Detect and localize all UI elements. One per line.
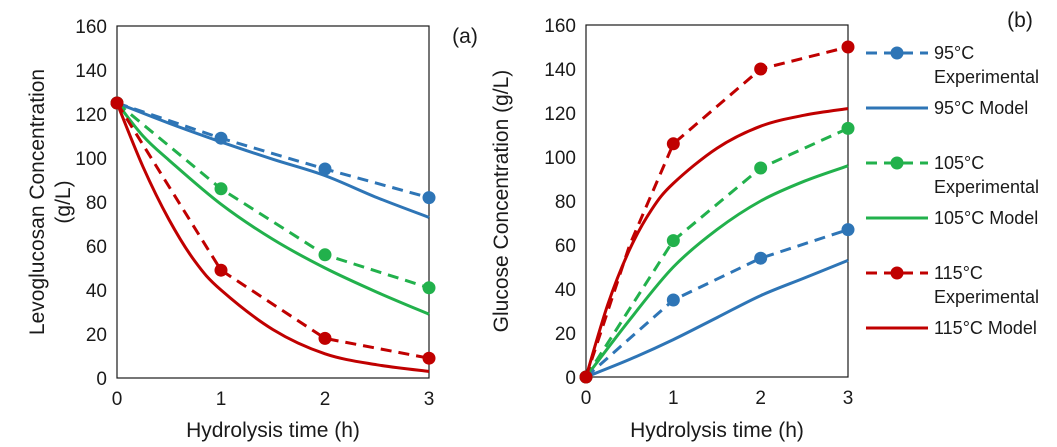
- panel-a-ytick-label: 0: [96, 369, 107, 390]
- panel-b-plot-frame: [585, 24, 849, 378]
- panel-b-series-95_model-line: [585, 259, 849, 379]
- panel-b-series-105_exp-point: [666, 234, 680, 248]
- panel-a-xtick-label: 3: [424, 389, 435, 410]
- panel-a-series-115_exp-point: [318, 331, 332, 345]
- panel-a-series-115_exp-point: [214, 263, 228, 277]
- panel-b-xtick-label: 0: [581, 388, 592, 409]
- panel-b-ytick-label: 140: [544, 60, 576, 81]
- panel-a-series-115_exp-line: [115, 102, 430, 360]
- panel-b-y-axis-label: Glucose Concentration (g/L): [490, 70, 513, 333]
- legend-marker-105_exp: [890, 156, 904, 170]
- legend-label: 115°C Model: [934, 318, 1037, 338]
- legend-label: Experimental: [934, 67, 1039, 87]
- panel-a-x-axis-label: Hydrolysis time (h): [186, 419, 360, 442]
- legend-marker-115_exp: [890, 266, 904, 280]
- panel-a-ytick-label: 60: [86, 237, 107, 258]
- panel-b-xtick-label: 3: [843, 388, 854, 409]
- panel-b-xtick-label: 1: [668, 388, 679, 409]
- panel-b-panel-label: (b): [1007, 9, 1033, 32]
- panel-b-series-95_exp-point: [841, 223, 855, 237]
- legend-label: 95°C Model: [934, 98, 1028, 118]
- panel-b-ytick-label: 20: [555, 324, 576, 345]
- panel-a-series-95_model-line: [116, 101, 430, 219]
- legend-marker-95_exp: [890, 46, 904, 60]
- panel-b-series-115_exp-point: [754, 62, 768, 76]
- panel-b-series-95_exp-line: [585, 228, 849, 379]
- panel-b-ytick-label: 100: [544, 148, 576, 169]
- panel-a-xtick-label: 1: [216, 389, 227, 410]
- panel-a-panel-label: (a): [452, 25, 478, 48]
- panel-a-xtick-label: 0: [112, 389, 123, 410]
- panel-b-series-105_model-line: [584, 164, 849, 378]
- panel-b-series-115_model-line: [584, 107, 849, 378]
- panel-a-series-95_exp-point: [214, 131, 228, 145]
- panel-a-ytick-label: 140: [75, 61, 107, 82]
- panel-a-series-105_exp-point: [214, 182, 228, 196]
- panel-b-series-95_exp-point: [666, 293, 680, 307]
- panel-b-chart: 0 20 40 60 80 100 120 140 160 0 1 2 3 Hydrolysis time…: [490, 9, 1033, 442]
- legend: 95°C Experimental 95°C Model 105°C Experimen…: [866, 43, 1039, 338]
- panel-b-ytick-label: 160: [544, 16, 576, 37]
- panel-a-series-105_exp-point: [422, 281, 436, 295]
- panel-b-series-95_exp-point: [754, 251, 768, 265]
- panel-b-xtick-label: 2: [755, 388, 766, 409]
- legend-label: 115°C: [934, 263, 983, 283]
- legend-label: 105°C: [934, 153, 984, 173]
- legend-label: 105°C Model: [934, 208, 1038, 228]
- panel-a-series-115_exp-point: [422, 351, 436, 365]
- panel-a-series-115_exp-point: [110, 96, 124, 110]
- panel-a-series-95_exp-line: [116, 101, 430, 200]
- panel-a-series-105_exp-line: [116, 101, 430, 290]
- panel-a-ytick-label: 20: [86, 325, 107, 346]
- panel-b-series-115_exp-point: [666, 137, 680, 151]
- panel-a-series-105_exp-point: [318, 248, 332, 262]
- panel-b-series-105_exp-point: [754, 161, 768, 175]
- panel-b-ytick-label: 0: [565, 368, 576, 389]
- panel-b-ytick-label: 120: [544, 104, 576, 125]
- panel-a-ytick-label: 80: [86, 193, 107, 214]
- panel-a-series-105_model-line: [115, 102, 430, 316]
- panel-a-series-95_exp-point: [318, 162, 332, 176]
- legend-label: Experimental: [934, 287, 1039, 307]
- panel-b-series-115_exp-line: [584, 45, 849, 378]
- panel-b-series-105_exp-point: [841, 121, 855, 135]
- panel-b-x-axis-label: Hydrolysis time (h): [630, 419, 804, 442]
- panel-a-y-axis-label: (g/L): [52, 180, 75, 223]
- panel-a-ytick-label: 160: [75, 17, 107, 38]
- panel-b-ytick-label: 80: [555, 192, 576, 213]
- panel-a-y-axis-label: Levoglucosan Concentration: [26, 69, 49, 335]
- panel-b-series-105_exp-line: [584, 127, 849, 378]
- panel-b-ytick-label: 40: [555, 280, 576, 301]
- panel-b-series-115_exp-point: [841, 40, 855, 54]
- legend-label: Experimental: [934, 177, 1039, 197]
- panel-a-ytick-label: 120: [75, 105, 107, 126]
- panel-a-series-95_exp-point: [422, 191, 436, 205]
- legend-label: 95°C: [934, 43, 974, 63]
- panel-b-ytick-label: 60: [555, 236, 576, 257]
- panel-b-series-115_exp-point: [579, 370, 593, 384]
- panel-a-ytick-label: 100: [75, 149, 107, 170]
- panel-a-ytick-label: 40: [86, 281, 107, 302]
- panel-a-series-115_model-line: [115, 102, 430, 373]
- panel-a-xtick-label: 2: [320, 389, 331, 410]
- panel-a-plot-frame: [116, 25, 430, 379]
- panel-a-chart: 0 20 40 60 80 100 120 140 160 0 1 2 3 Hydrolysis time…: [26, 17, 478, 442]
